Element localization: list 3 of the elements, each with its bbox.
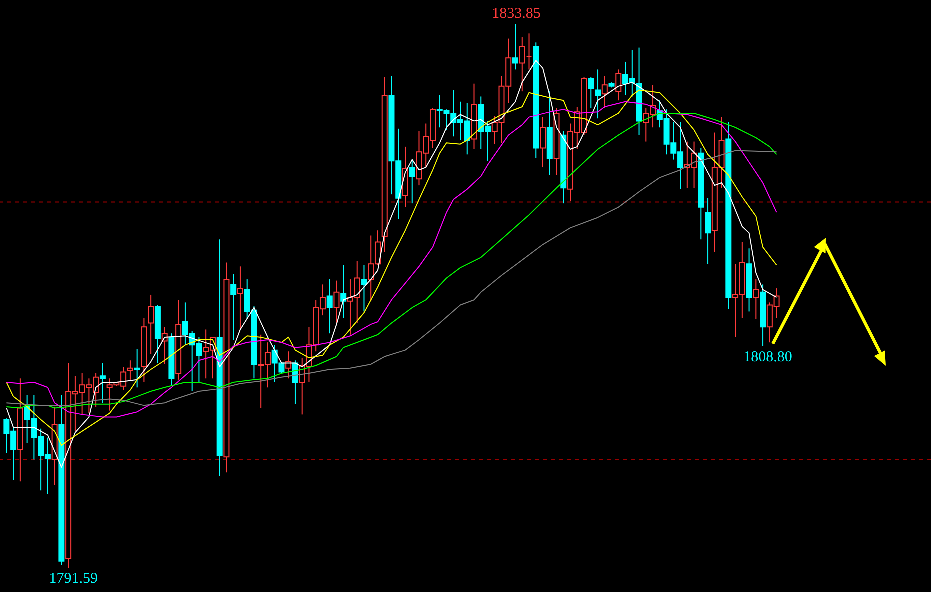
annotation: 1791.59 — [49, 571, 98, 587]
annotation: 1808.80 — [744, 349, 792, 366]
annotation: 1833.85 — [492, 6, 541, 22]
